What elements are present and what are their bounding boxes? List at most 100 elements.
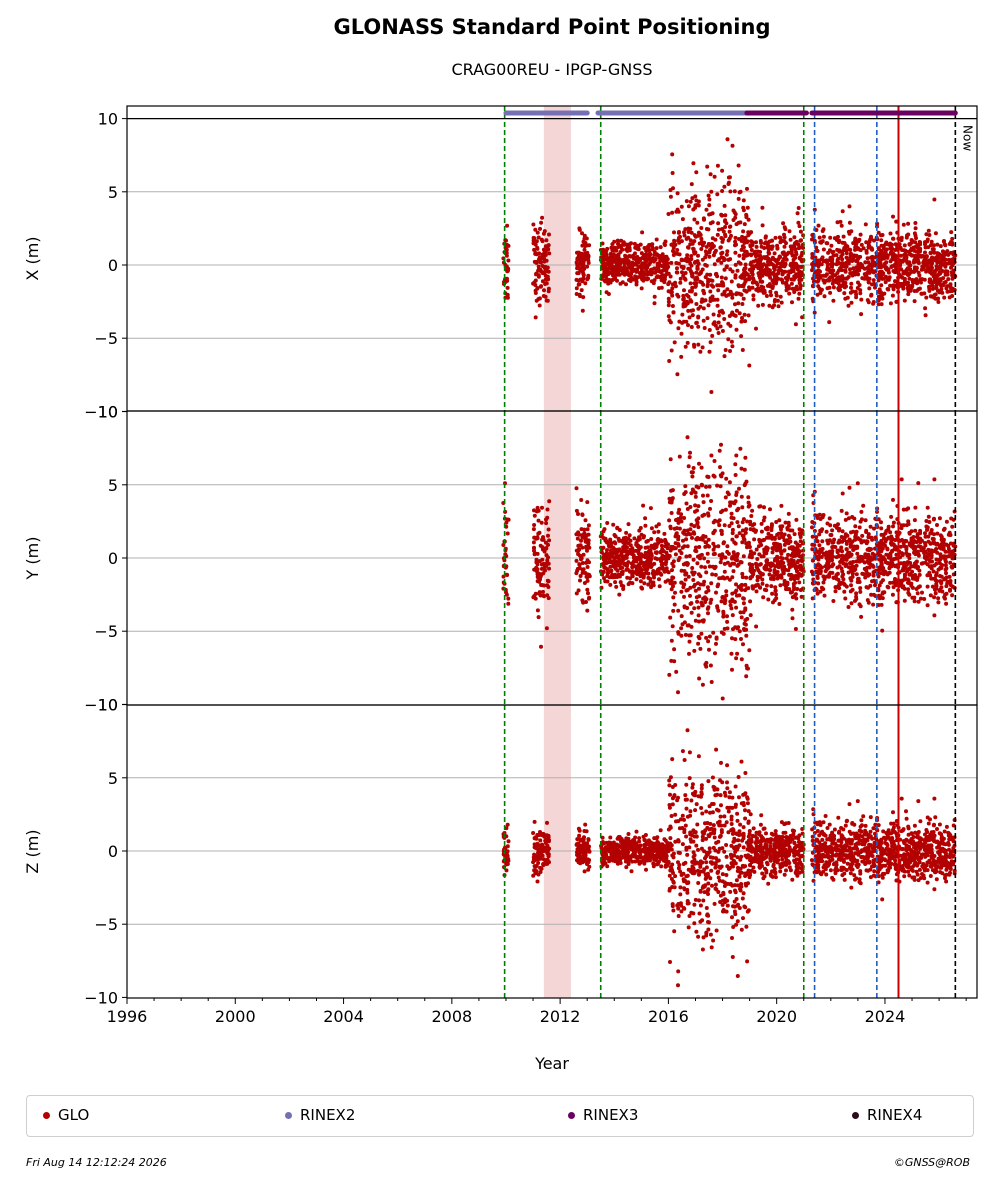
glo-point bbox=[788, 237, 793, 242]
glo-point bbox=[914, 560, 918, 565]
glo-point bbox=[634, 548, 639, 553]
glo-point bbox=[669, 348, 674, 353]
glo-point bbox=[741, 256, 746, 261]
glo-point bbox=[779, 277, 784, 282]
glo-point bbox=[605, 571, 610, 576]
glo-point bbox=[722, 601, 727, 606]
glo-point bbox=[706, 639, 711, 644]
glo-point bbox=[857, 525, 862, 530]
glo-point bbox=[687, 315, 692, 320]
glo-point bbox=[690, 241, 695, 246]
glo-point bbox=[749, 253, 754, 258]
glo-point bbox=[681, 273, 686, 278]
glo-point bbox=[505, 517, 510, 522]
glo-point bbox=[587, 243, 592, 248]
glo-point bbox=[742, 312, 747, 317]
glo-point bbox=[653, 270, 658, 275]
glo-point bbox=[696, 572, 701, 577]
glo-point bbox=[644, 539, 649, 544]
glo-point bbox=[822, 280, 827, 285]
glo-point bbox=[769, 584, 774, 589]
glo-point bbox=[732, 189, 737, 194]
glo-point bbox=[615, 568, 620, 573]
glo-point bbox=[786, 511, 791, 516]
glo-point bbox=[696, 504, 701, 509]
glo-point bbox=[585, 608, 590, 613]
glo-point bbox=[686, 230, 691, 234]
glo-point bbox=[729, 339, 734, 344]
glo-point bbox=[670, 624, 675, 629]
glo-point bbox=[664, 550, 669, 555]
glo-point bbox=[782, 578, 787, 583]
glo-point bbox=[585, 575, 590, 580]
glo-point bbox=[913, 505, 918, 510]
glo-point bbox=[821, 247, 826, 252]
glo-point bbox=[772, 267, 777, 272]
glo-point bbox=[660, 562, 665, 567]
glo-point bbox=[682, 544, 687, 549]
glo-point bbox=[886, 527, 891, 532]
glo-point bbox=[833, 585, 838, 590]
glo-point bbox=[721, 631, 726, 636]
glo-point bbox=[702, 595, 707, 600]
glo-point bbox=[742, 621, 747, 626]
glo-point bbox=[709, 499, 714, 503]
glo-point bbox=[532, 535, 537, 540]
glo-point bbox=[832, 523, 837, 528]
glo-point bbox=[945, 579, 950, 584]
glo-point bbox=[795, 274, 799, 279]
glo-point bbox=[624, 567, 629, 572]
glo-point bbox=[727, 577, 732, 582]
glo-point bbox=[710, 211, 715, 216]
glo-point bbox=[713, 572, 718, 577]
glo-point bbox=[622, 562, 627, 566]
glo-point bbox=[739, 247, 744, 252]
glo-point bbox=[849, 583, 853, 588]
glo-point bbox=[671, 564, 676, 569]
glo-point bbox=[859, 312, 864, 317]
glo-point bbox=[542, 288, 546, 293]
glo-point bbox=[643, 516, 648, 521]
glo-point bbox=[904, 507, 909, 512]
glo-point bbox=[670, 304, 675, 308]
glo-point bbox=[716, 288, 721, 293]
glo-point bbox=[532, 868, 537, 873]
glo-point bbox=[780, 271, 785, 276]
glo-point bbox=[915, 591, 920, 596]
glo-point bbox=[748, 613, 753, 618]
glo-point bbox=[538, 226, 542, 231]
glo-point bbox=[792, 235, 797, 240]
glo-point bbox=[722, 289, 727, 294]
glo-point bbox=[773, 557, 778, 562]
glo-point bbox=[724, 221, 729, 226]
glo-point bbox=[696, 203, 701, 208]
glo-point bbox=[773, 272, 778, 277]
glo-point bbox=[697, 619, 701, 624]
glo-point bbox=[586, 538, 591, 543]
glo-point bbox=[541, 593, 546, 598]
glo-point bbox=[810, 252, 815, 256]
glo-point bbox=[651, 266, 656, 271]
glo-point bbox=[766, 267, 771, 272]
glo-point bbox=[683, 632, 688, 637]
glo-point bbox=[722, 540, 726, 545]
glo-point bbox=[908, 561, 913, 565]
glo-point bbox=[781, 560, 786, 565]
glo-point bbox=[729, 279, 734, 284]
glo-point bbox=[585, 264, 590, 269]
glo-point bbox=[674, 209, 679, 214]
glo-point bbox=[692, 217, 697, 222]
glo-point bbox=[790, 607, 795, 612]
glo-point bbox=[539, 237, 544, 242]
glo-point bbox=[728, 257, 733, 262]
glo-point bbox=[870, 247, 875, 252]
glo-point bbox=[766, 597, 771, 602]
glo-point bbox=[577, 226, 582, 231]
glo-point bbox=[577, 282, 582, 287]
glo-point bbox=[782, 256, 786, 261]
glo-point bbox=[689, 601, 694, 606]
y-tick-label-2-3: −5 bbox=[94, 915, 118, 934]
glo-point bbox=[695, 561, 700, 566]
glo-point bbox=[648, 252, 653, 257]
glo-point bbox=[903, 271, 908, 276]
